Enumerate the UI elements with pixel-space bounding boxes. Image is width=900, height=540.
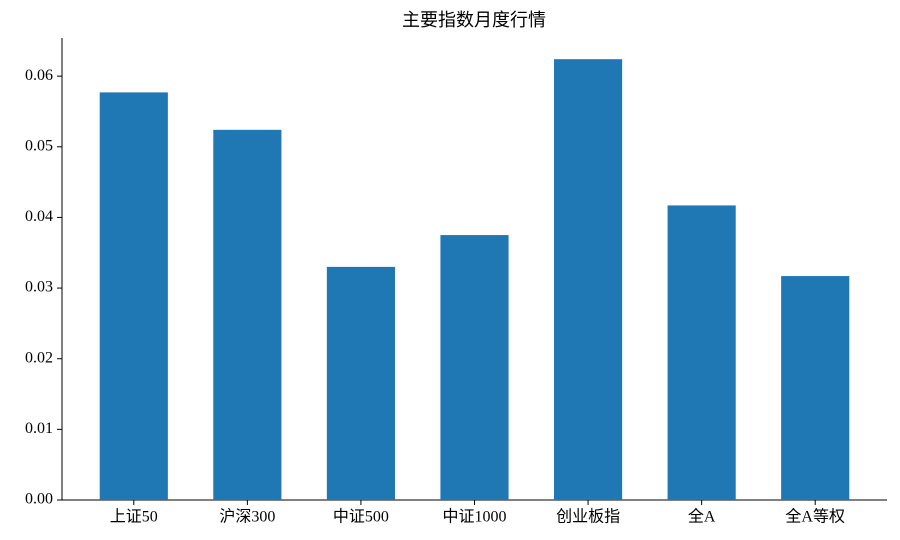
bar (667, 205, 736, 501)
y-tick-label: 0.01 (25, 420, 53, 437)
y-tick-label: 0.02 (25, 349, 53, 366)
bar (213, 129, 282, 500)
bar (554, 59, 623, 501)
x-tick-label: 中证1000 (442, 508, 506, 526)
x-tick-label: 创业板指 (556, 508, 620, 526)
y-tick-label: 0.06 (25, 67, 53, 84)
bar (99, 92, 168, 500)
x-tick-label: 上证50 (110, 508, 158, 526)
bar (326, 266, 395, 500)
bar (440, 235, 509, 500)
y-tick-label: 0.04 (25, 208, 53, 225)
x-tick-label: 全A (688, 508, 716, 526)
y-tick-label: 0.00 (25, 491, 53, 508)
chart-title: 主要指数月度行情 (402, 10, 546, 30)
x-tick-label: 中证500 (333, 508, 389, 526)
y-tick-label: 0.03 (25, 279, 53, 296)
y-tick-label: 0.05 (25, 137, 53, 154)
bar (781, 276, 850, 500)
x-tick-label: 沪深300 (219, 508, 275, 526)
x-tick-label: 全A等权 (785, 508, 845, 526)
